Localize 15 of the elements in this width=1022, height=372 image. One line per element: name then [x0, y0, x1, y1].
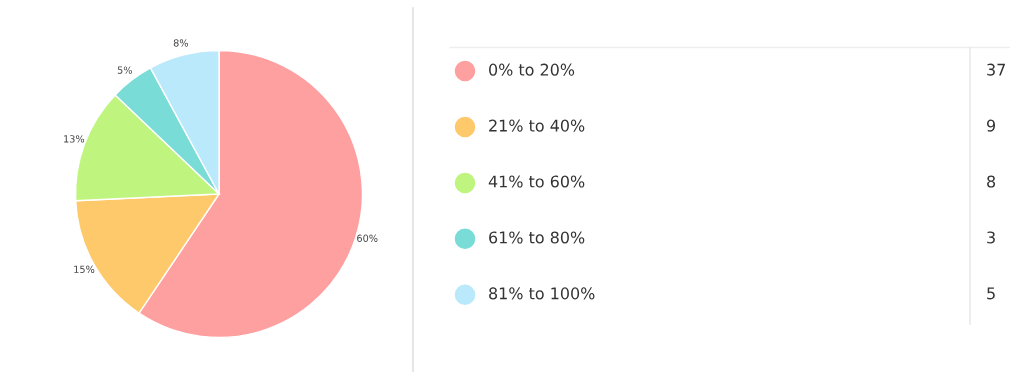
data-label: 13%	[64, 135, 85, 143]
legend-label: 0% to 20%	[489, 63, 575, 76]
legend-label: 21% to 40%	[489, 119, 585, 132]
data-label: 60%	[357, 234, 378, 242]
data-label: 15%	[74, 265, 95, 273]
text: 37	[987, 63, 1005, 76]
text: 9	[987, 119, 996, 132]
legend-label: 81% to 100%	[489, 287, 595, 300]
text: 3	[987, 231, 995, 244]
text: 8	[987, 175, 996, 188]
legend-label: 41% to 60%	[488, 175, 585, 188]
data-label: 5%	[117, 66, 132, 74]
legend-label: 61% to 80%	[489, 231, 585, 244]
data-label: 8%	[173, 39, 189, 47]
text: 5	[987, 287, 995, 300]
